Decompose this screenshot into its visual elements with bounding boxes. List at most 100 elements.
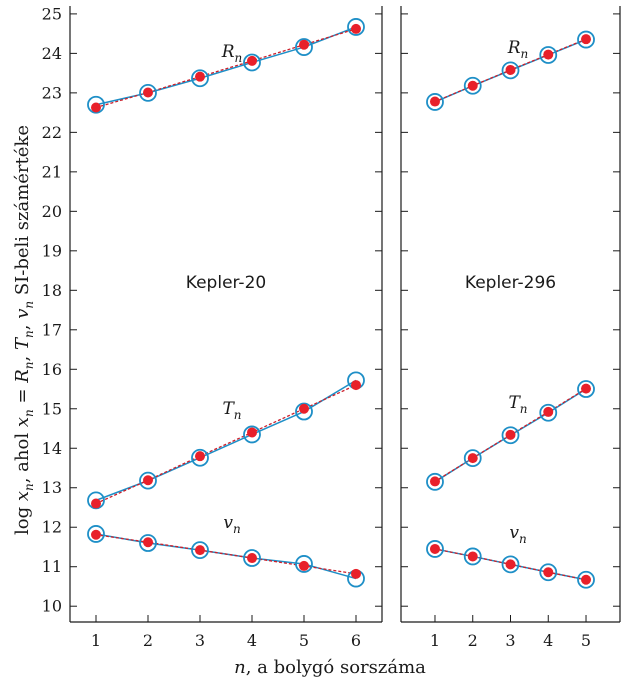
y-tick-label: 11: [42, 557, 62, 576]
y-tick-label: 17: [42, 320, 62, 339]
series-label: vn: [509, 523, 526, 546]
observed-point: [295, 402, 313, 421]
x-tick-label: 5: [299, 631, 309, 650]
fitted-point: [429, 96, 440, 107]
observed-point: [347, 18, 365, 36]
fitted-point: [543, 49, 554, 60]
observed-point: [295, 38, 313, 56]
y-tick-label: 18: [42, 281, 62, 300]
observed-point: [426, 472, 444, 491]
x-tick-label: 3: [505, 631, 515, 650]
fitted-point: [581, 34, 592, 45]
observed-point: [577, 570, 595, 589]
fitted-point: [429, 543, 440, 554]
fitted-point: [195, 545, 205, 556]
y-tick-label: 12: [42, 518, 62, 537]
fitted-point: [299, 39, 309, 50]
observed-point: [539, 46, 558, 64]
x-tick-label: 5: [581, 631, 591, 650]
y-tick-label: 24: [42, 44, 62, 63]
y-tick-label: 14: [42, 439, 62, 458]
observed-point: [426, 540, 444, 558]
y-axis-label: log xn, ahol xn = Rn, Tn, vn SI-beli szá…: [12, 125, 36, 535]
series-label: Tn: [508, 393, 527, 416]
fitted-point: [351, 568, 361, 579]
observed-line: [95, 26, 357, 106]
y-tick-label: 21: [42, 162, 62, 181]
observed-point: [539, 403, 558, 422]
fitted-point: [247, 553, 257, 564]
observed-point: [139, 534, 157, 552]
observed-point: [139, 471, 157, 490]
fitted-point: [195, 71, 205, 82]
observed-point: [577, 380, 595, 398]
observed-point: [191, 541, 209, 560]
y-tick-label: 22: [42, 123, 62, 142]
series-v_n: vn: [87, 513, 365, 588]
observed-point: [87, 95, 105, 114]
observed-point: [501, 426, 520, 445]
series-v_n: vn: [426, 523, 595, 589]
observed-line: [95, 533, 357, 580]
fitted-point: [195, 451, 205, 462]
observed-point: [243, 53, 261, 72]
fitted-point: [505, 64, 516, 75]
fitted-point: [247, 55, 257, 66]
x-tick-label: 3: [195, 631, 205, 650]
observed-point: [577, 30, 595, 49]
observed-point: [243, 549, 261, 567]
fitted-point: [505, 559, 516, 570]
x-tick-label: 2: [468, 631, 478, 650]
fitted-line: [95, 534, 357, 575]
observed-point: [463, 449, 482, 468]
observed-point: [501, 555, 520, 574]
fitted-point: [299, 560, 309, 571]
fitted-point: [467, 453, 478, 464]
observed-point: [426, 93, 444, 111]
y-tick-label: 16: [42, 360, 62, 379]
fitted-point: [351, 380, 361, 391]
observed-point: [191, 69, 209, 88]
series-label: Tn: [222, 399, 241, 422]
observed-point: [191, 448, 209, 467]
fitted-point: [581, 383, 592, 394]
y-tick-label: 10: [42, 597, 62, 616]
x-tick-label: 1: [91, 631, 101, 650]
fitted-point: [351, 23, 361, 34]
fitted-point: [143, 475, 153, 486]
fitted-point: [429, 476, 440, 487]
fitted-point: [467, 80, 478, 91]
fitted-point: [581, 574, 592, 585]
fitted-point: [91, 102, 101, 113]
fitted-point: [247, 427, 257, 438]
fitted-line: [95, 384, 357, 505]
fitted-point: [467, 551, 478, 562]
observed-point: [87, 525, 105, 543]
series-label: Rn: [221, 42, 243, 65]
observed-point: [501, 61, 520, 80]
observed-point: [539, 563, 558, 582]
x-tick-label: 4: [543, 631, 553, 650]
fitted-point: [143, 537, 153, 548]
fitted-point: [91, 498, 101, 509]
y-tick-label: 13: [42, 478, 62, 497]
fitted-point: [299, 403, 309, 414]
panel-label: Kepler-20: [186, 273, 266, 293]
observed-point: [139, 83, 157, 102]
y-tick-label: 19: [42, 241, 62, 260]
series-R_n: Rn: [426, 30, 595, 111]
observed-point: [463, 547, 482, 566]
y-tick-label: 23: [42, 83, 62, 102]
panel-kepler-296: 1 2 3 4 5 Kepler-296 Rn Tn vn: [400, 6, 621, 650]
y-tick-label: 20: [42, 202, 62, 221]
series-T_n: Tn: [87, 371, 365, 510]
series-label: Rn: [507, 38, 529, 61]
fitted-line: [95, 28, 357, 109]
y-tick-label: 15: [42, 399, 62, 418]
series-R_n: Rn: [87, 18, 365, 114]
x-tick-label: 2: [143, 631, 153, 650]
fitted-line: [434, 388, 587, 482]
fitted-point: [143, 87, 153, 98]
